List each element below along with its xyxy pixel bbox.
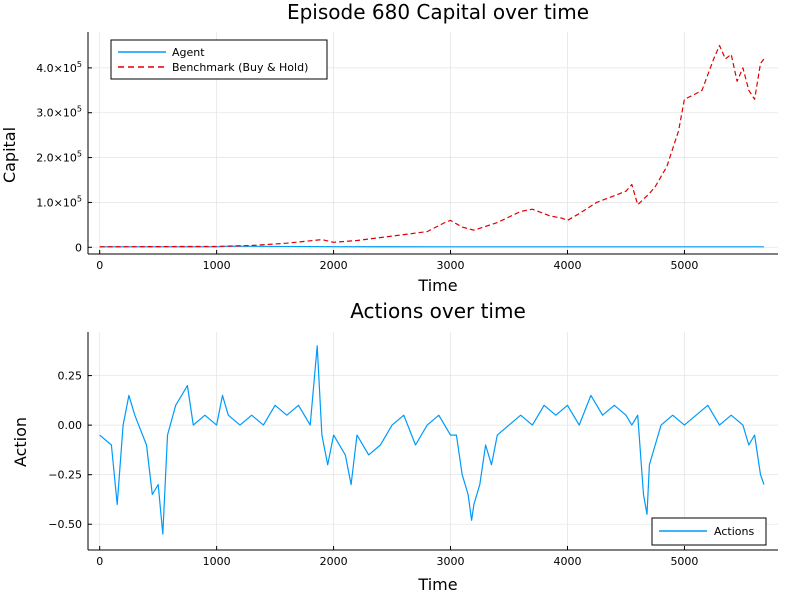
y-tick-label: 4.0×105 bbox=[36, 60, 82, 75]
actions-grid bbox=[88, 332, 778, 550]
y-tick-label: −0.25 bbox=[48, 469, 82, 482]
x-tick-label: 2000 bbox=[320, 259, 348, 272]
legend-label-agent: Agent bbox=[172, 46, 205, 59]
actions-x-axis-title: Time bbox=[417, 575, 457, 594]
capital-y-tick-labels: 0 1.0×105 2.0×105 3.0×105 4.0×105 bbox=[36, 60, 82, 254]
actions-y-tick-labels: 0.25 0.00 −0.25 −0.50 bbox=[48, 370, 82, 532]
capital-x-axis-title: Time bbox=[417, 276, 457, 295]
y-tick-label: 3.0×105 bbox=[36, 105, 82, 120]
actions-legend: Actions bbox=[651, 517, 767, 546]
x-tick-label: 4000 bbox=[553, 259, 581, 272]
capital-axes bbox=[87, 32, 778, 255]
actions-axes bbox=[87, 332, 778, 551]
x-tick-label: 1000 bbox=[203, 555, 231, 568]
actions-series bbox=[99, 345, 765, 535]
capital-legend-box bbox=[110, 39, 328, 80]
x-tick-label: 5000 bbox=[670, 259, 698, 272]
x-tick-label: 3000 bbox=[437, 555, 465, 568]
x-tick-label: 1000 bbox=[203, 259, 231, 272]
series-line-benchmark-buy-hold bbox=[99, 44, 765, 248]
capital-legend: Agent Benchmark (Buy & Hold) bbox=[110, 39, 328, 80]
x-tick-label: 5000 bbox=[670, 555, 698, 568]
y-tick-label: 0 bbox=[75, 241, 82, 254]
series-line-agent bbox=[99, 245, 764, 248]
capital-chart-title: Episode 680 Capital over time bbox=[287, 0, 589, 24]
series-line-actions bbox=[99, 345, 765, 535]
x-tick-label: 0 bbox=[96, 259, 103, 272]
legend-label-actions: Actions bbox=[714, 525, 754, 538]
capital-series bbox=[99, 44, 765, 248]
y-tick-label: −0.50 bbox=[48, 518, 82, 531]
actions-subplot: Actions over time Action Time 0 1000 2000 3… bbox=[11, 299, 778, 594]
x-tick-label: 3000 bbox=[437, 259, 465, 272]
actions-chart-title: Actions over time bbox=[350, 299, 526, 323]
actions-y-axis-title: Action bbox=[11, 417, 30, 467]
capital-subplot: Episode 680 Capital over time Capital Ti… bbox=[0, 0, 778, 295]
y-tick-label: 1.0×105 bbox=[36, 194, 82, 209]
y-tick-label: 0.25 bbox=[58, 370, 83, 383]
legend-label-benchmark: Benchmark (Buy & Hold) bbox=[172, 61, 308, 74]
y-tick-label: 0.00 bbox=[58, 419, 83, 432]
x-tick-label: 4000 bbox=[553, 555, 581, 568]
capital-x-tick-labels: 0 1000 2000 3000 4000 5000 bbox=[96, 259, 698, 272]
capital-y-axis-title: Capital bbox=[0, 127, 19, 183]
actions-x-tick-labels: 0 1000 2000 3000 4000 5000 bbox=[96, 555, 698, 568]
y-tick-label: 2.0×105 bbox=[36, 150, 82, 165]
x-tick-label: 0 bbox=[96, 555, 103, 568]
x-tick-label: 2000 bbox=[320, 555, 348, 568]
